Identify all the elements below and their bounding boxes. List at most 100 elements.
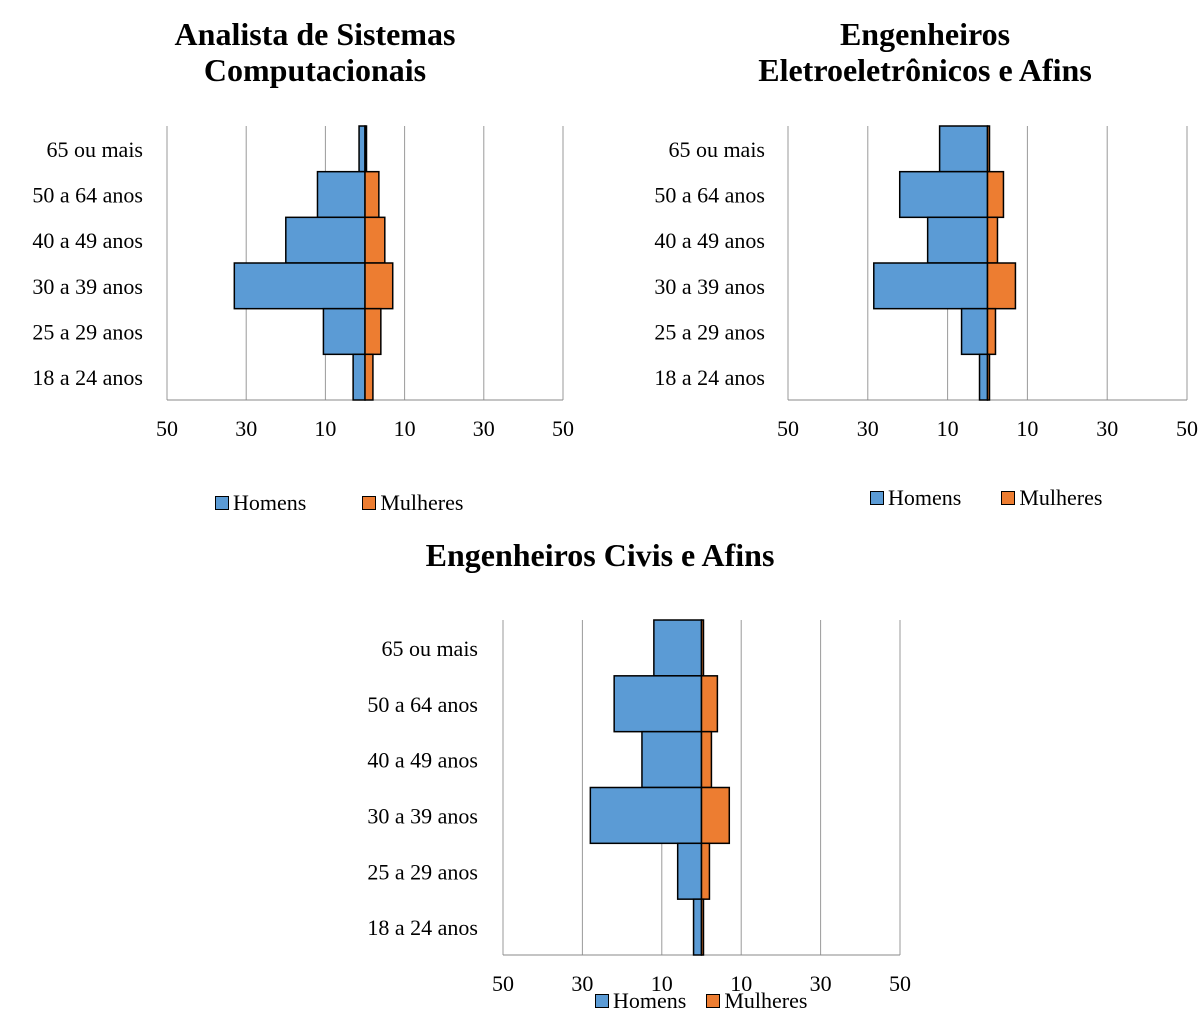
chart-2-bar-homens	[873, 262, 989, 310]
chart-2-bar-mulheres	[986, 307, 997, 356]
chart-3-category-label: 40 a 49 anos	[367, 748, 478, 773]
chart-1-category-label: 40 a 49 anos	[32, 228, 143, 253]
chart-2-bar-mulheres	[986, 170, 1005, 219]
chart-1-legend: Homens Mulheres	[215, 490, 463, 516]
chart-3-legend-mulheres-swatch	[706, 994, 721, 1008]
chart-1-legend-mulheres-label: Mulheres	[380, 490, 464, 515]
chart-1-category-label: 30 a 39 anos	[32, 274, 143, 299]
chart-1-bar-mulheres	[364, 125, 368, 173]
chart-3-legend-mulheres-label: Mulheres	[724, 988, 808, 1013]
chart-3-bar-homens	[589, 786, 703, 845]
chart-1-bar-mulheres	[364, 307, 382, 356]
chart-2-legend: Homens Mulheres	[870, 485, 1102, 511]
chart-2-category-label: 18 a 24 anos	[654, 365, 765, 390]
chart-1-legend-homens: Homens	[215, 490, 306, 516]
chart-3-bar-mulheres	[700, 675, 719, 733]
chart-1-x-tick-label: 30	[235, 416, 257, 441]
chart-2-category-label: 65 ou mais	[668, 137, 765, 162]
chart-1-bar-mulheres	[364, 170, 380, 219]
chart-2-bar-mulheres	[986, 262, 1017, 310]
chart-3-x-tick-label: 30	[810, 971, 832, 996]
chart-2-title-line-2: Eletroeletrônicos e Afins	[758, 52, 1092, 88]
chart-3-bar-homens	[692, 898, 703, 956]
chart-1-bar-mulheres	[364, 353, 374, 401]
chart-1-title: Analista de Sistemas Computacionais	[110, 16, 520, 88]
chart-1-bar-homens	[322, 307, 366, 356]
chart-3-category-label: 18 a 24 anos	[367, 915, 478, 940]
chart-3-legend-mulheres: Mulheres	[706, 988, 807, 1014]
chart-1-legend-mulheres-swatch	[362, 496, 377, 510]
chart-2-x-tick-label: 10	[937, 416, 959, 441]
chart-1-category-label: 65 ou mais	[46, 137, 143, 162]
chart-1-x-tick-label: 10	[394, 416, 416, 441]
chart-3-category-label: 30 a 39 anos	[367, 803, 478, 828]
chart-2-category-label: 50 a 64 anos	[654, 183, 765, 208]
chart-3-bar-mulheres	[700, 619, 705, 677]
chart-2-x-tick-label: 10	[1016, 416, 1038, 441]
chart-2-bar-homens	[926, 216, 989, 264]
chart-3-bar-homens	[641, 730, 703, 789]
chart-2-x-tick-label: 30	[1096, 416, 1118, 441]
chart-3-legend: Homens Mulheres	[595, 988, 807, 1014]
chart-1-title-line-2: Computacionais	[203, 52, 427, 88]
chart-2-legend-homens-swatch	[870, 491, 884, 505]
chart-2-bar-homens	[898, 170, 989, 219]
chart-3-x-tick-label: 10	[651, 971, 673, 996]
chart-3-category-label: 50 a 64 anos	[367, 692, 478, 717]
chart-3-x-tick-label: 30	[571, 971, 593, 996]
chart-3-bar-homens	[613, 675, 703, 733]
chart-1-category-label: 18 a 24 anos	[32, 365, 143, 390]
chart-2-bar-mulheres	[986, 125, 991, 173]
chart-1-bar-mulheres	[364, 262, 394, 310]
chart-2-bar-homens	[978, 353, 989, 401]
chart-2-title-line-1: Engenheiros	[839, 16, 1011, 52]
chart-1-x-tick-label: 50	[156, 416, 178, 441]
chart-2-category-label: 30 a 39 anos	[654, 274, 765, 299]
chart-3-plot: 65 ou mais 50 a 64 anos 40 a 49 anos 30 a 3…	[367, 619, 911, 996]
chart-1-x-tick-label: 10	[314, 416, 336, 441]
chart-2-x-tick-label: 30	[857, 416, 879, 441]
chart-1-bar-homens	[358, 125, 366, 173]
chart-3-title: Engenheiros Civis e Afins	[350, 537, 850, 573]
chart-1-legend-mulheres: Mulheres	[362, 490, 463, 516]
chart-1-bar-homens	[316, 170, 366, 219]
chart-3-x-tick-label: 50	[492, 971, 514, 996]
chart-3-bar-homens	[676, 842, 703, 900]
chart-2-legend-mulheres-swatch	[1001, 491, 1016, 505]
chart-1-legend-homens-label: Homens	[233, 490, 307, 515]
chart-1-legend-homens-swatch	[215, 496, 229, 510]
chart-3-bar-mulheres	[700, 730, 713, 789]
chart-1-bar-homens	[233, 262, 366, 310]
chart-3-category-label: 25 a 29 anos	[367, 859, 478, 884]
chart-2-plot: 65 ou mais 50 a 64 anos 40 a 49 anos 30 a 3…	[654, 125, 1198, 441]
chart-2-legend-mulheres: Mulheres	[1001, 485, 1102, 511]
chart-2-legend-mulheres-label: Mulheres	[1019, 485, 1103, 510]
chart-3-title-line-1: Engenheiros Civis e Afins	[425, 537, 775, 573]
chart-2-x-tick-label: 50	[777, 416, 799, 441]
chart-1-bar-mulheres	[364, 216, 386, 264]
chart-2-bar-homens	[960, 307, 989, 356]
chart-1-plot: 65 ou mais 50 a 64 anos 40 a 49 anos 30 a 3…	[32, 125, 574, 441]
chart-2-legend-homens-label: Homens	[888, 485, 962, 510]
chart-2-x-tick-label: 50	[1176, 416, 1198, 441]
chart-1-x-tick-label: 30	[473, 416, 495, 441]
chart-2-category-label: 25 a 29 anos	[654, 320, 765, 345]
chart-2-bar-mulheres	[986, 216, 999, 264]
chart-2-bar-homens	[938, 125, 989, 173]
chart-2-category-label: 40 a 49 anos	[654, 228, 765, 253]
chart-3-legend-homens: Homens	[595, 988, 686, 1014]
chart-3-bar-homens	[653, 619, 703, 677]
chart-3-x-tick-label: 10	[730, 971, 752, 996]
chart-3-bar-mulheres	[700, 898, 705, 956]
chart-3-legend-homens-swatch	[595, 994, 609, 1008]
chart-3-bar-mulheres	[700, 786, 731, 845]
chart-2-title: Engenheiros Eletroeletrônicos e Afins	[700, 16, 1150, 88]
chart-1-title-line-1: Analista de Sistemas	[174, 16, 456, 52]
chart-1-category-label: 50 a 64 anos	[32, 183, 143, 208]
chart-2-legend-homens: Homens	[870, 485, 961, 511]
chart-1-bar-homens	[285, 216, 366, 264]
chart-2-bar-mulheres	[986, 353, 991, 401]
chart-1-bar-homens	[352, 353, 366, 401]
chart-1-x-tick-label: 50	[552, 416, 574, 441]
chart-1-category-label: 25 a 29 anos	[32, 320, 143, 345]
